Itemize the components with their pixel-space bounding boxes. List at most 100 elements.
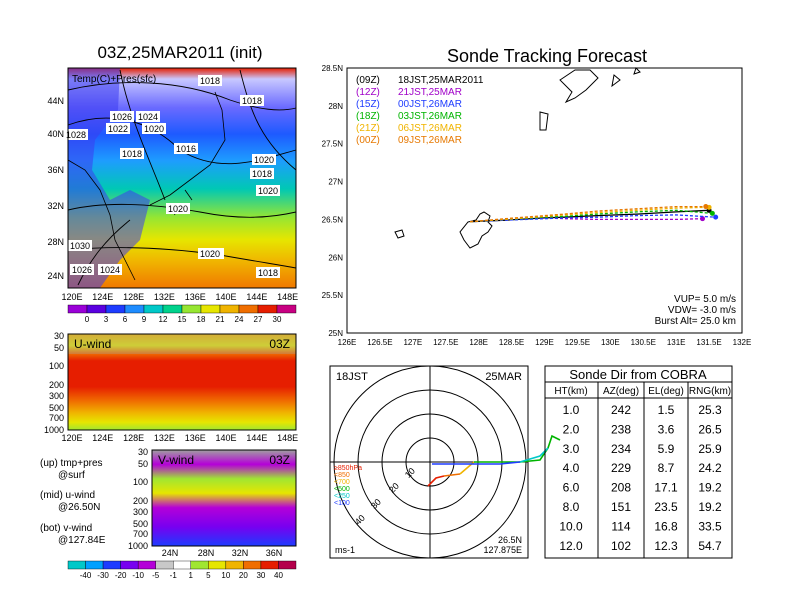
cobra-cell: 25.3 <box>698 403 722 417</box>
map-lon-tick: 144E <box>246 292 267 302</box>
cobra-cell: 8.7 <box>658 461 675 475</box>
v-wind-label: V-wind <box>158 453 194 467</box>
colorbar-box <box>238 304 259 314</box>
wind-colorbar-box <box>137 560 156 570</box>
isobar-label-bg <box>136 111 160 122</box>
isobar-label: 1028 <box>66 130 86 140</box>
track-legend-code: (09Z) <box>356 75 380 86</box>
u-wind-time: 03Z <box>269 337 290 351</box>
isobar-label-bg <box>110 111 134 122</box>
v-pressure-tick: 700 <box>133 529 148 539</box>
u-wind-frame <box>67 333 297 431</box>
track-lat-tick: 28N <box>328 102 343 111</box>
isobar-label: 1018 <box>258 268 278 278</box>
map-lon-axis: 120E 124E 128E 132E 136E 140E 144E 148E <box>61 292 298 302</box>
map-lon-tick: 140E <box>216 292 237 302</box>
track-param: Burst Alt= 25.0 km <box>655 316 736 327</box>
cobra-cell: 4.0 <box>563 461 580 475</box>
colorbar-box <box>67 304 88 314</box>
isobar-label-bg <box>68 240 92 251</box>
track-lat-tick: 26N <box>328 253 343 262</box>
u-pressure-tick: 30 <box>54 331 64 341</box>
cobra-cell: 12.3 <box>654 539 678 553</box>
cobra-cell: 3.0 <box>563 442 580 456</box>
track-lon-tick: 130.5E <box>631 338 656 347</box>
isobar-label: 1018 <box>242 96 262 106</box>
cobra-cell: 33.5 <box>698 519 722 533</box>
cobra-cell: 12.0 <box>559 539 583 553</box>
v-pressure-tick: 100 <box>133 477 148 487</box>
cobra-cell: 242 <box>611 403 631 417</box>
wind-colorbar: -40 -30 -20 -10 -5 -1 1 5 10 20 30 40 <box>67 560 297 580</box>
wind-colorbar-tick: 40 <box>274 571 283 580</box>
u-pressure-tick: 1000 <box>44 425 64 435</box>
map-lat-tick: 24N <box>47 271 64 281</box>
track-lon-tick: 130E <box>601 338 620 347</box>
isobar-label-bg <box>120 148 144 159</box>
v-wind-field <box>152 450 296 546</box>
colorbar-tick: 6 <box>123 315 128 324</box>
v-lat-tick: 28N <box>198 548 215 558</box>
v-pressure-tick: 500 <box>133 519 148 529</box>
track-lon-tick: 132E <box>733 338 752 347</box>
wind-colorbar-box <box>278 560 297 570</box>
cobra-cell: 102 <box>611 539 631 553</box>
wind-colorbar-box <box>190 560 209 570</box>
v-pressure-tick: 300 <box>133 507 148 517</box>
track-lat-tick: 27N <box>328 178 343 187</box>
v-pressure-tick: 30 <box>138 447 148 457</box>
wind-colorbar-tick: 1 <box>189 571 194 580</box>
colorbar-tick: 24 <box>235 315 244 324</box>
track-legend-code: (12Z) <box>356 87 380 98</box>
colorbar-box <box>162 304 183 314</box>
track-legend: (09Z) 18JST,25MAR2011 (12Z) 21JST,25MAR (15Z… <box>356 75 484 146</box>
track-lon-tick: 129.5E <box>565 338 590 347</box>
track-frame <box>346 67 743 334</box>
wind-colorbar-box <box>102 560 121 570</box>
map-lat-tick: 28N <box>47 237 64 247</box>
isobar-label-bg <box>174 143 198 154</box>
cobra-cell: 26.5 <box>698 422 722 436</box>
track-panel: Sonde Tracking Forecast (09Z) 18JST,25MAR… <box>322 46 752 347</box>
polar-time-label: 18JST <box>336 371 368 383</box>
cobra-cell: 54.7 <box>698 539 722 553</box>
u-pressure-tick: 500 <box>49 403 64 413</box>
track-lon-tick: 131E <box>667 338 686 347</box>
track-end-marker <box>709 210 715 216</box>
u-wind-field <box>68 334 296 430</box>
colorbar-box <box>86 304 107 314</box>
isobar-label-bg <box>256 185 280 196</box>
track-legend-label: 09JST,26MAR <box>398 135 462 146</box>
u-pressure-tick: 50 <box>54 343 64 353</box>
isobar-label: 1020 <box>144 124 164 134</box>
panel-legend-notes: (up) tmp+pres@surf (mid) u-wind@26.50N (bo… <box>40 458 106 546</box>
cobra-cell: 151 <box>611 500 631 514</box>
cobra-cell: 229 <box>611 461 631 475</box>
map-lat-tick: 36N <box>47 165 64 175</box>
wind-colorbar-box <box>243 560 262 570</box>
polar-level-label: <100 <box>334 500 350 507</box>
map-lat-tick: 32N <box>47 201 64 211</box>
cobra-cell: 208 <box>611 481 631 495</box>
legend-note: (bot) v-wind <box>40 523 92 534</box>
colorbar-tick: 18 <box>197 315 206 324</box>
track-legend-code: (00Z) <box>356 135 380 146</box>
track-series-line <box>470 206 710 223</box>
wind-colorbar-tick: -1 <box>170 571 178 580</box>
track-lon-tick: 126E <box>338 338 357 347</box>
china-coastline <box>67 159 136 281</box>
track-end-marker <box>703 204 709 210</box>
cobra-cell: 25.9 <box>698 442 722 456</box>
u-lon-tick: 136E <box>185 433 206 443</box>
u-wind-band-top <box>68 334 296 354</box>
track-legend-code: (18Z) <box>356 111 380 122</box>
isobar-label: 1022 <box>108 124 128 134</box>
map-lat-tick: 40N <box>47 129 64 139</box>
track-legend-label: 06JST,26MAR <box>398 123 462 134</box>
temperature-map-panel: 1018 1018 1026 1024 1022 1020 1028 1018 1016 1020… <box>47 67 298 302</box>
v-lat-tick: 36N <box>266 548 283 558</box>
track-param: VDW= -3.0 m/s <box>668 305 736 316</box>
polar-level-label: <500 <box>334 486 350 493</box>
v-lat-tick: 24N <box>162 548 179 558</box>
